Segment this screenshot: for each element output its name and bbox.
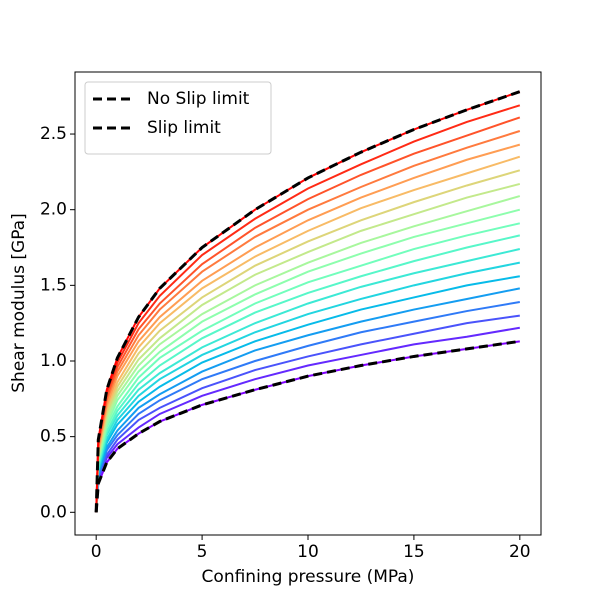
y-axis-label: Shear modulus [GPa] (9, 213, 29, 392)
series-line (95, 340, 520, 513)
legend-label: Slip limit (147, 118, 221, 138)
y-tick-label: 1.0 (40, 351, 67, 371)
x-tick-label: 5 (197, 542, 208, 562)
y-tick-label: 0.0 (40, 502, 67, 522)
series-line (95, 314, 520, 513)
x-tick-label: 20 (509, 542, 531, 562)
y-tick-label: 2.0 (40, 200, 67, 220)
legend-box (84, 81, 272, 155)
limit-line (94, 90, 521, 513)
series-line (95, 208, 521, 513)
series-line (95, 287, 521, 513)
y-tick-label: 2.5 (40, 124, 67, 144)
y-tick-label: 1.5 (40, 275, 67, 295)
series-line (95, 195, 521, 513)
series-line (95, 182, 521, 513)
series-line (95, 234, 521, 513)
x-tick-label: 15 (403, 542, 425, 562)
series-line (95, 261, 521, 513)
series-line (95, 169, 521, 513)
legend-label: No Slip limit (147, 89, 250, 109)
x-tick-label: 10 (297, 542, 319, 562)
y-tick-label: 0.5 (40, 427, 67, 447)
series-line (95, 222, 521, 513)
x-tick-label: 0 (91, 542, 102, 562)
limit-line (94, 339, 521, 513)
plot-frame (74, 71, 542, 536)
x-axis-label: Confining pressure (MPa) (202, 567, 415, 587)
